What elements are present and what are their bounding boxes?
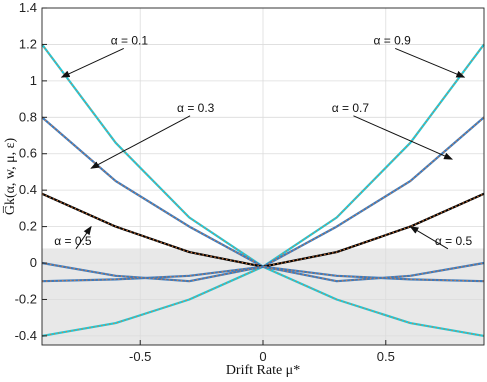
annotation-arrow-4 (395, 47, 466, 78)
tick-labels: -0.5 0 0.5 -0.4 -0.2 0 0.2 0.4 0.6 0.8 1 1.2 1.4 (15, 0, 395, 364)
y-tick-label: -0.4 (15, 328, 37, 343)
y-tick-label: 1 (30, 73, 37, 88)
y-tick-label: 1.2 (19, 36, 37, 51)
y-tick-label: 0.4 (19, 182, 37, 197)
annotation-label-5: α = 0.7 (332, 101, 370, 115)
annotation-label-1: α = 0.1 (111, 33, 149, 47)
series-fit-line-4 (41, 116, 485, 282)
x-tick-label: 0.5 (377, 349, 395, 364)
axes-frame (41, 7, 485, 346)
annotation-arrow-1 (60, 47, 124, 78)
y-tick-label: 0.2 (19, 219, 37, 234)
series-layer (41, 43, 485, 337)
y-tick-label: 1.4 (19, 0, 37, 15)
series-fit-line-3 (41, 116, 485, 282)
annotation-arrow-5 (353, 115, 453, 160)
annotation-label-2: α = 0.3 (177, 101, 215, 115)
annotation-arrow-6 (409, 226, 449, 250)
series-fit-line-6 (41, 262, 485, 282)
y-tick-label: -0.2 (15, 291, 37, 306)
y-tick-label: 0.6 (19, 146, 37, 161)
x-tick-label: -0.5 (129, 349, 151, 364)
series-fit-line-5 (41, 193, 485, 268)
annotation-label-6: α = 0.5 (435, 234, 473, 248)
y-axis-title: G̅k(α, w, μ, ε) (2, 137, 18, 215)
x-tick-label: 0 (259, 349, 266, 364)
annotation-arrow-2 (90, 115, 191, 169)
y-tick-label: 0 (30, 255, 37, 270)
x-axis-title: Drift Rate μ* (226, 363, 300, 378)
annotation-arrow-3 (75, 225, 92, 250)
annotations-layer: α = 0.1 α = 0.3 α = 0.5 α = 0.9 α = 0.7 α = 0… (54, 33, 473, 250)
annotation-label-3: α = 0.5 (54, 234, 92, 248)
annotation-label-4: α = 0.9 (374, 33, 412, 47)
y-tick-label: 0.8 (19, 109, 37, 124)
